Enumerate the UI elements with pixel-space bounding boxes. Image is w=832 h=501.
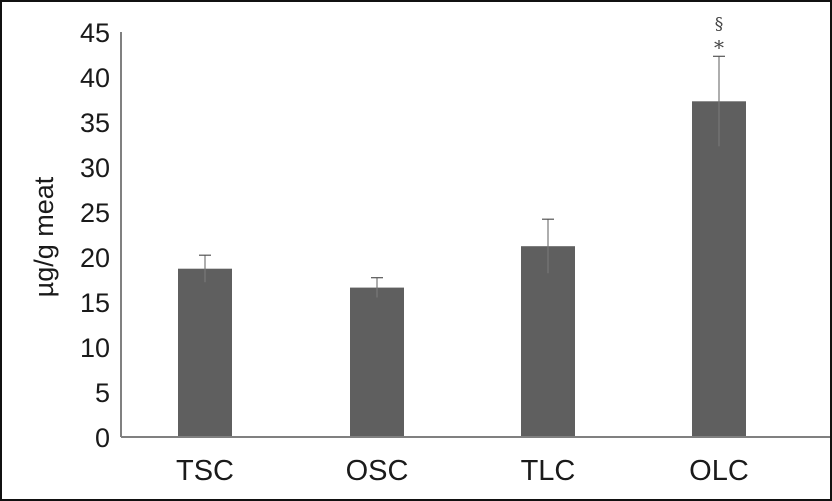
x-tick-label: OLC — [689, 455, 749, 487]
y-tick-label: 20 — [80, 243, 110, 273]
y-tick-label: 25 — [80, 198, 110, 228]
x-tick-label: TSC — [176, 455, 234, 487]
asterisk-annotation: * — [714, 35, 724, 59]
y-tick-label: 15 — [80, 288, 110, 318]
y-tick-label: 45 — [80, 18, 110, 48]
bars — [178, 101, 746, 438]
bar-tsc — [178, 268, 232, 437]
y-tick-label: 40 — [80, 63, 110, 93]
error-bars — [199, 55, 725, 298]
y-tick-label: 30 — [80, 153, 110, 183]
x-tick-label: OSC — [346, 455, 409, 487]
x-tick-label: TLC — [521, 455, 576, 487]
x-tick-labels: TSC OSC TLC OLC — [176, 455, 749, 487]
section-sign-annotation: § — [715, 14, 724, 34]
annotations: §* — [714, 14, 724, 59]
y-tick-label: 35 — [80, 108, 110, 138]
bar-olc — [692, 101, 746, 438]
bar-osc — [350, 287, 404, 437]
y-tick-label: 10 — [80, 333, 110, 363]
y-tick-label: 0 — [95, 423, 110, 453]
bar-tlc — [521, 246, 575, 437]
y-axis-label: µg/g meat — [29, 176, 59, 297]
y-tick-label: 5 — [95, 378, 110, 408]
y-tick-labels: 0 5 10 15 20 25 30 35 40 45 — [80, 18, 110, 453]
